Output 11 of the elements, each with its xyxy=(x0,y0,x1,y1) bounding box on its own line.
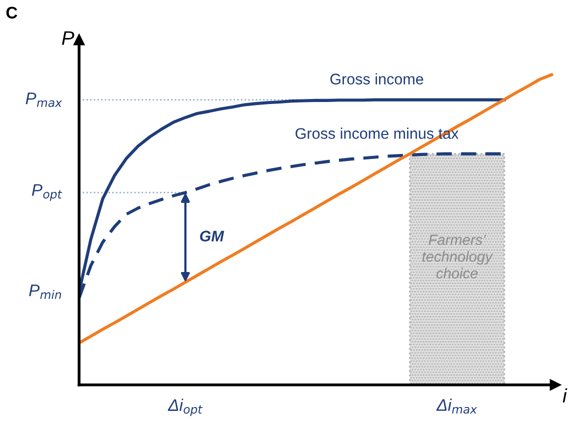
text: P$_{min}$ xyxy=(29,284,62,299)
annotation: Farmers’ technology choice xyxy=(422,234,494,278)
text: C xyxy=(6,6,18,19)
text: P$_{opt}$ xyxy=(32,184,62,201)
series-label: Gross income xyxy=(330,73,424,84)
x-axis-title: i xyxy=(562,388,568,402)
y-axis-title: P xyxy=(62,31,74,45)
x-tick-label: Δi$_{max}$ xyxy=(436,398,478,414)
annotation: GM xyxy=(200,230,224,242)
text: P$_{max}$ xyxy=(26,92,62,108)
x-tick-label: Δi$_{opt}$ xyxy=(168,398,203,416)
